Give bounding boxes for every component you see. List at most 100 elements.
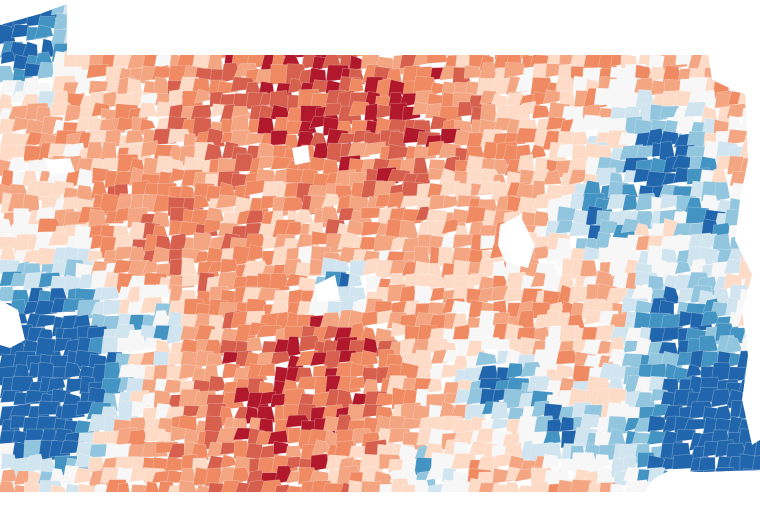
precinct-cell bbox=[749, 17, 760, 31]
precinct-cell bbox=[595, 40, 621, 57]
precinct-cell bbox=[254, 4, 280, 14]
precinct-cell bbox=[425, 49, 449, 64]
precinct-cell bbox=[360, 349, 379, 367]
precinct-cell bbox=[206, 15, 230, 30]
precinct-cell bbox=[676, 479, 698, 492]
precinct-cell bbox=[753, 353, 760, 374]
precinct-cell bbox=[115, 495, 134, 507]
precinct-cell bbox=[735, 42, 753, 60]
precinct-cell bbox=[392, 494, 416, 507]
precinct-cell bbox=[687, 469, 709, 488]
precinct-cell bbox=[477, 28, 495, 45]
precinct-cell bbox=[352, 497, 369, 507]
precinct-cell bbox=[520, 13, 546, 27]
precinct-cell bbox=[363, 493, 386, 507]
precinct-cell bbox=[347, 272, 363, 289]
precinct-cell bbox=[700, 469, 717, 488]
precinct-cell bbox=[155, 4, 176, 14]
precinct-cell bbox=[477, 494, 498, 507]
precinct-cell bbox=[256, 498, 274, 507]
precinct-cell bbox=[54, 493, 75, 507]
precinct-cell bbox=[742, 389, 759, 407]
precinct-cell bbox=[751, 154, 760, 175]
precinct-cell bbox=[76, 4, 100, 21]
precinct-cell bbox=[518, 4, 541, 17]
precinct-cell bbox=[532, 4, 559, 18]
precinct-cell bbox=[491, 497, 509, 507]
precinct-cell bbox=[442, 195, 459, 209]
precinct-cell bbox=[716, 27, 735, 48]
precinct-cell bbox=[190, 104, 213, 121]
precinct-cell bbox=[284, 4, 308, 19]
precinct-cell bbox=[562, 493, 578, 507]
precinct-cell bbox=[528, 496, 553, 507]
precinct-cell bbox=[608, 4, 637, 19]
precinct-cell bbox=[663, 4, 690, 21]
precinct-cell bbox=[284, 26, 305, 45]
precinct-cell bbox=[440, 4, 463, 21]
precinct-cell bbox=[184, 494, 200, 507]
precinct-cell bbox=[556, 205, 576, 223]
precinct-cell bbox=[351, 38, 376, 58]
precinct-cell bbox=[295, 12, 320, 28]
precinct-cell bbox=[322, 4, 343, 21]
precinct-cell bbox=[410, 26, 434, 45]
precinct-cell bbox=[710, 41, 736, 57]
precinct-cell bbox=[102, 4, 120, 19]
precinct-cell bbox=[750, 324, 760, 343]
precinct-cell bbox=[155, 16, 174, 37]
precinct-cell bbox=[740, 195, 760, 216]
precinct-cell bbox=[103, 24, 127, 39]
precinct-cell bbox=[259, 479, 286, 492]
precinct-cell bbox=[414, 4, 437, 18]
precinct-cell bbox=[594, 12, 620, 34]
precinct-cell bbox=[490, 401, 510, 420]
precinct-cell bbox=[736, 499, 760, 507]
precinct-cell bbox=[613, 28, 634, 44]
precinct-cell bbox=[502, 481, 522, 492]
precinct-cell bbox=[77, 29, 104, 51]
precinct-cell bbox=[738, 4, 760, 13]
precinct-cell bbox=[178, 480, 199, 492]
precinct-cell bbox=[374, 4, 393, 13]
precinct-cell bbox=[63, 26, 91, 44]
precinct-cell bbox=[725, 470, 751, 484]
precinct-cell bbox=[270, 351, 291, 366]
precinct-cell bbox=[712, 15, 731, 36]
precinct-cell bbox=[592, 24, 613, 41]
precinct-cell bbox=[0, 4, 24, 21]
precinct-cell bbox=[750, 482, 760, 492]
precinct-cell bbox=[674, 4, 698, 18]
precinct-cell bbox=[674, 495, 698, 507]
precinct-cell bbox=[191, 39, 212, 55]
precinct-cell bbox=[468, 23, 489, 39]
precinct-cell bbox=[311, 13, 332, 30]
precinct-cell bbox=[646, 37, 668, 56]
precinct-cell bbox=[442, 37, 462, 57]
precinct-cell bbox=[142, 4, 162, 19]
precinct-cell bbox=[99, 12, 122, 26]
precinct-cell bbox=[738, 236, 759, 257]
precinct-cell bbox=[622, 494, 639, 507]
precinct-cell bbox=[158, 24, 184, 46]
precinct-cell bbox=[206, 494, 223, 507]
precinct-cell bbox=[129, 4, 154, 19]
precinct-cell bbox=[737, 312, 760, 327]
precinct-cell bbox=[494, 15, 510, 36]
precinct-cell bbox=[572, 494, 589, 507]
precinct-cell bbox=[65, 12, 85, 31]
precinct-cell bbox=[753, 118, 760, 136]
precinct-cell bbox=[0, 481, 16, 492]
precinct-cell bbox=[543, 4, 564, 23]
precinct-cell bbox=[299, 491, 323, 492]
precinct-cell bbox=[348, 376, 366, 390]
precinct-cell bbox=[99, 495, 118, 507]
precinct-cell bbox=[503, 28, 531, 47]
precinct-cell bbox=[206, 41, 234, 57]
precinct-cell bbox=[750, 49, 760, 68]
precinct-cell bbox=[157, 481, 178, 492]
precinct-cell bbox=[593, 453, 611, 471]
precinct-cell bbox=[348, 24, 372, 42]
precinct-cell bbox=[466, 10, 487, 27]
